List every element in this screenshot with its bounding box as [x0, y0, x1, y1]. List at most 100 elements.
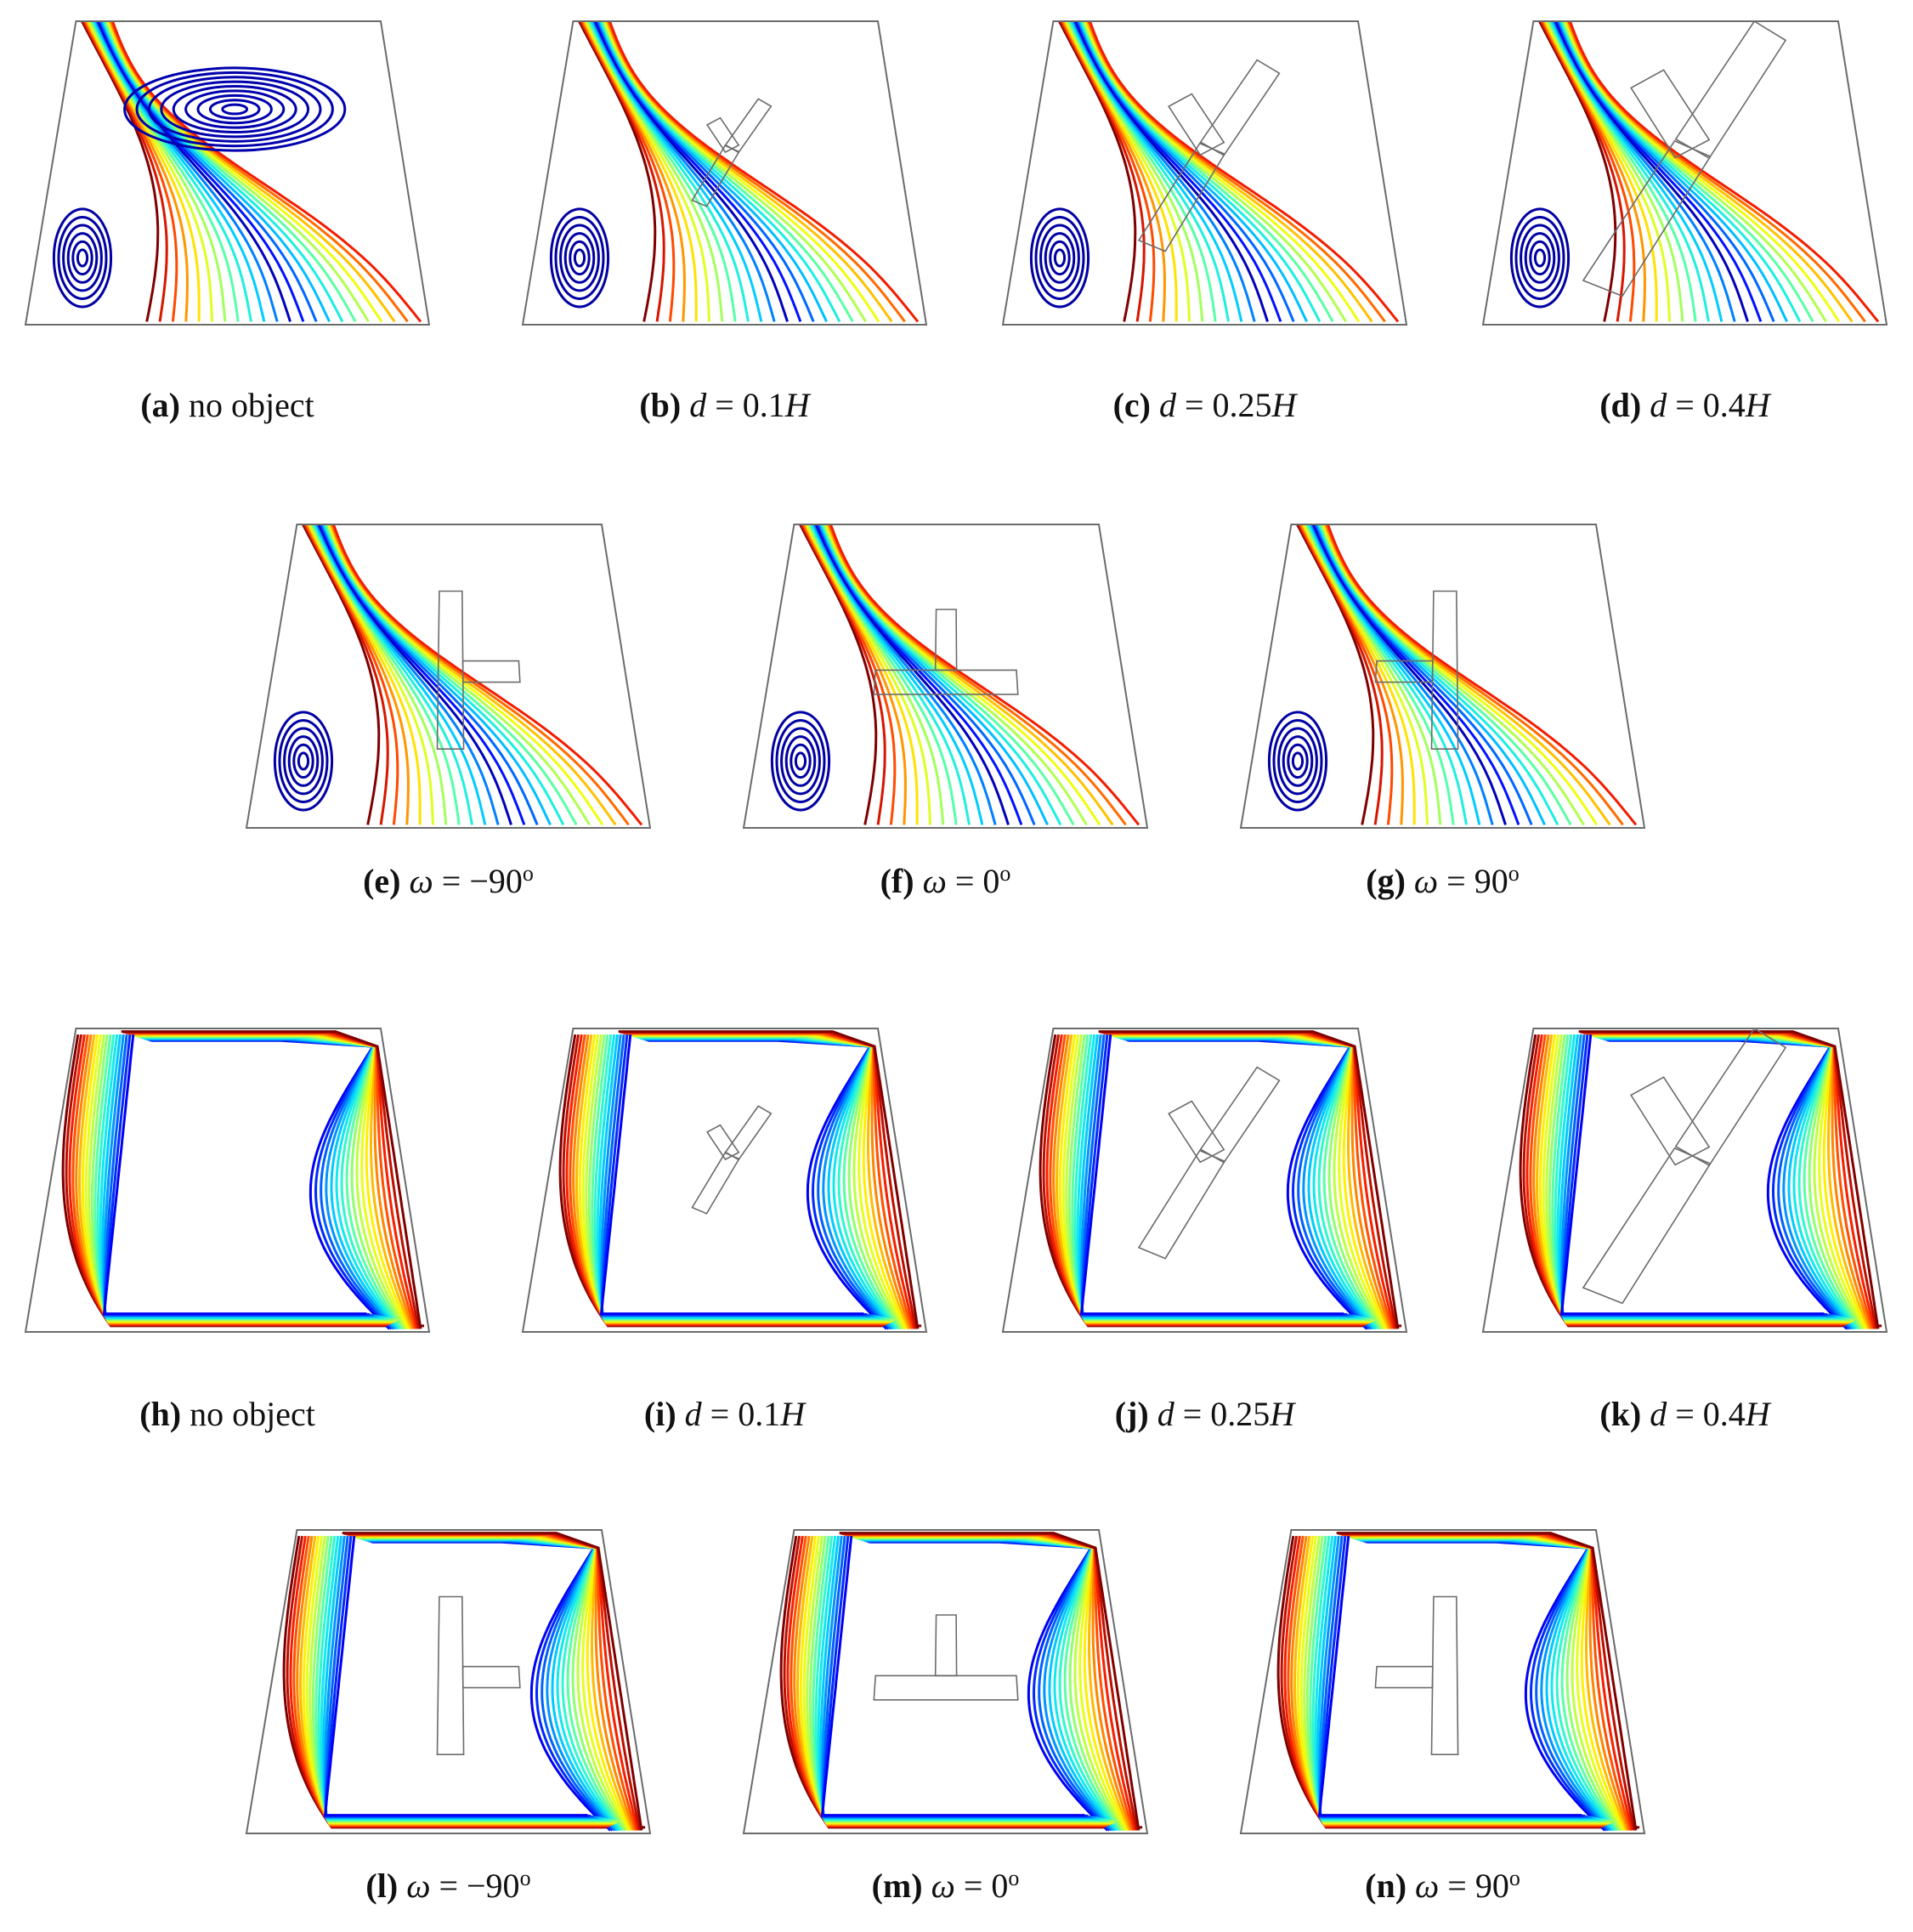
- isotherm-plot: [282, 1532, 646, 1832]
- obstacle-outline: [1582, 1147, 1712, 1305]
- vortex-contour: [770, 711, 831, 812]
- vortex-contour: [1533, 248, 1547, 268]
- isotherm: [1098, 1030, 1400, 1329]
- vortex-contour: [775, 718, 826, 803]
- cavity-outline: [245, 1529, 652, 1834]
- vortex-contour: [57, 215, 108, 300]
- vortex-contour: [208, 99, 261, 120]
- cavity-outline: [521, 20, 928, 326]
- vortex-contour: [287, 735, 320, 787]
- vortex-contour: [1291, 751, 1305, 771]
- vortex-contour: [1049, 240, 1071, 276]
- obstacle-outline: [436, 590, 465, 750]
- cavity-outline: [24, 20, 431, 326]
- cavity-outline: [1481, 1028, 1888, 1333]
- caption-f: (f) ω = 0o: [880, 861, 1011, 901]
- streamline-plot: [1267, 524, 1638, 826]
- vortex-contour: [292, 743, 314, 779]
- caption-i: (i) d = 0.1H: [644, 1395, 807, 1433]
- isotherm: [819, 1535, 1099, 1820]
- vortex-contour: [1272, 718, 1323, 803]
- vortex-contour: [1267, 711, 1328, 812]
- caption-d: (d) d = 0.4H: [1599, 386, 1771, 424]
- panel-j: (j) d = 0.25H: [1001, 1028, 1408, 1433]
- cavity-outline: [1001, 1028, 1408, 1333]
- caption-l: (l) ω = −90o: [365, 1866, 530, 1906]
- isotherm: [839, 1532, 1140, 1831]
- isotherm: [808, 1535, 1112, 1822]
- cavity-outline: [1001, 20, 1408, 326]
- isotherm: [324, 1535, 591, 1817]
- isotherm-plot: [1519, 1028, 1882, 1330]
- streamline: [1326, 524, 1638, 826]
- obstacle-outline: [1430, 590, 1459, 750]
- panel-h: (h) no object: [24, 1028, 431, 1433]
- obstacle-outline: [461, 1665, 521, 1689]
- vortex-contour: [1524, 232, 1556, 284]
- vortex-contour: [1529, 240, 1551, 276]
- panel-d: (d) d = 0.4H: [1481, 20, 1888, 424]
- vortex-contour: [1287, 743, 1309, 779]
- vortex-contour: [573, 248, 586, 268]
- vortex-contour: [1514, 215, 1565, 300]
- isotherm: [599, 1034, 864, 1316]
- caption-a: (a) no object: [140, 386, 314, 424]
- isotherm: [1317, 1535, 1582, 1817]
- vortex-contour: [554, 215, 605, 300]
- panel-i: (i) d = 0.1H: [521, 1028, 928, 1433]
- caption-e: (e) ω = −90o: [363, 861, 534, 901]
- isotherm: [1318, 1535, 1586, 1817]
- obstacle-outline: [691, 1152, 740, 1215]
- obstacle-outline: [461, 660, 521, 683]
- vortex-contour: [221, 103, 249, 116]
- obstacle-outline: [1630, 69, 1711, 159]
- vortex-contour: [1044, 232, 1076, 284]
- streamline: [1568, 21, 1880, 323]
- panel-b: (b) d = 0.1H: [521, 20, 928, 424]
- cavity-outline: [742, 524, 1149, 829]
- streamline-plot: [273, 524, 643, 826]
- vortex-contour: [52, 207, 113, 309]
- streamline: [608, 21, 920, 323]
- vortex-contour: [172, 85, 297, 134]
- vortex-contour: [790, 743, 812, 779]
- obstacle-outline: [1674, 1028, 1787, 1167]
- isotherm: [593, 1034, 885, 1320]
- obstacle-outline: [934, 609, 958, 671]
- caption-j: (j) d = 0.25H: [1115, 1395, 1297, 1433]
- cavity-outline: [1239, 524, 1646, 829]
- isotherm: [1336, 1532, 1638, 1831]
- cavity-outline: [742, 1529, 1149, 1834]
- isotherm-plot: [558, 1030, 922, 1330]
- vortex-contour: [147, 76, 322, 143]
- obstacle-outline: [1630, 1076, 1711, 1166]
- obstacle-outline: [724, 1105, 773, 1161]
- isotherm-plot: [779, 1532, 1143, 1832]
- streamline-plot: [549, 21, 920, 323]
- vortex-contour: [71, 240, 93, 276]
- cavity-outline: [521, 1028, 928, 1333]
- isotherm: [598, 1034, 878, 1318]
- caption-c: (c) d = 0.25H: [1113, 386, 1299, 424]
- isotherm: [1560, 1034, 1828, 1316]
- vortex-contour: [278, 718, 329, 803]
- isotherm: [102, 1034, 367, 1316]
- panel-k: (k) d = 0.4H: [1481, 1028, 1888, 1433]
- panel-l: (l) ω = −90o: [245, 1529, 652, 1906]
- vortex-contour: [160, 80, 310, 139]
- vortex-contour: [1034, 215, 1085, 300]
- obstacle-outline: [1430, 1595, 1459, 1755]
- obstacle-outline: [934, 1614, 958, 1677]
- obstacle-outline: [873, 669, 1019, 695]
- obstacle-outline: [1374, 660, 1434, 683]
- isotherm: [1559, 1034, 1838, 1318]
- vortex-contour: [196, 93, 273, 125]
- panel-c: (c) d = 0.25H: [1001, 20, 1408, 424]
- vortex-contour: [273, 711, 334, 812]
- isotherm: [618, 1030, 920, 1329]
- vortex-contour: [123, 66, 347, 152]
- isotherm: [1078, 1034, 1358, 1318]
- vortex-contour: [784, 735, 817, 787]
- isotherm: [1554, 1034, 1845, 1320]
- obstacle-outline: [1199, 1066, 1281, 1164]
